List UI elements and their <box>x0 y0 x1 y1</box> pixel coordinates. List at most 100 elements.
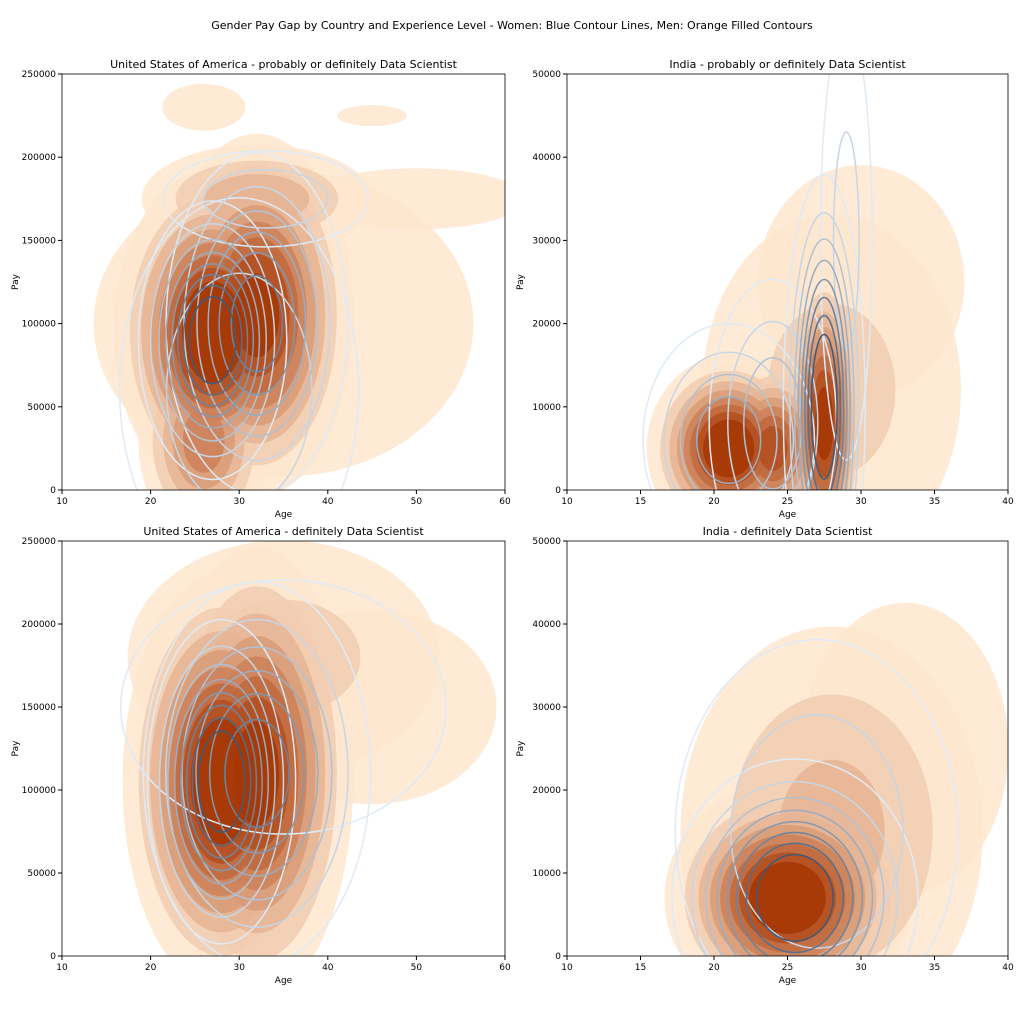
women-density-contour <box>679 373 778 490</box>
men-density-contour <box>190 716 253 847</box>
y-tick-label: 200000 <box>22 620 57 630</box>
subplot-title: India - probably or definitely Data Scie… <box>669 58 906 71</box>
men-density-contour <box>749 861 826 934</box>
women-density-contour <box>171 263 255 418</box>
women-density-contour <box>755 853 834 942</box>
women-density-contour <box>716 809 874 956</box>
women-density-contour <box>191 717 252 847</box>
y-tick-label: 20000 <box>532 786 561 796</box>
x-tick-label: 40 <box>322 497 334 507</box>
x-axis-label: Age <box>779 976 797 986</box>
women-density-contour <box>736 831 854 956</box>
women-density-contour <box>696 395 762 485</box>
x-axis-label: Age <box>275 510 293 520</box>
x-tick-label: 25 <box>782 963 793 973</box>
x-tick-label: 30 <box>855 497 867 507</box>
x-tick-label: 35 <box>929 497 940 507</box>
women-density-contour <box>730 714 904 949</box>
axes-frame <box>61 73 506 491</box>
women-density-contour <box>188 296 237 385</box>
x-tick-label: 20 <box>145 963 157 973</box>
y-tick-label: 150000 <box>22 703 57 713</box>
y-tick-label: 50000 <box>27 869 56 879</box>
women-density-contour <box>642 322 816 490</box>
x-tick-label: 10 <box>561 963 573 973</box>
women-density-contour <box>663 351 795 490</box>
y-axis-label: Pay <box>516 273 526 290</box>
women-density-contour <box>793 238 855 490</box>
y-tick-label: 250000 <box>22 537 57 547</box>
y-tick-label: 50000 <box>532 537 561 547</box>
women-density-contour <box>118 197 360 490</box>
women-density-contour <box>727 320 819 490</box>
women-density-contour <box>165 618 349 928</box>
women-density-contour <box>158 645 285 918</box>
women-density-contour <box>810 333 838 480</box>
y-tick-label: 20000 <box>532 320 561 330</box>
x-tick-label: 30 <box>233 497 245 507</box>
women-density-contour <box>674 638 960 956</box>
y-tick-label: 50000 <box>532 70 561 80</box>
plot-area <box>642 74 965 490</box>
women-density-contour <box>207 231 307 416</box>
y-tick-label: 0 <box>555 486 561 496</box>
y-tick-label: 100000 <box>22 786 57 796</box>
y-axis-label: Pay <box>516 740 526 757</box>
y-tick-label: 30000 <box>532 703 561 713</box>
x-tick-label: 20 <box>708 497 720 507</box>
x-tick-label: 40 <box>1002 497 1014 507</box>
women-density-contour <box>832 131 860 350</box>
women-density-contour <box>224 718 290 829</box>
women-density-contour <box>146 618 297 945</box>
women-density-contour <box>208 692 305 854</box>
women-density-contour <box>173 678 270 885</box>
men-density-contour <box>337 105 407 127</box>
women-density-contour <box>167 663 276 900</box>
figure-title: Gender Pay Gap by Country and Experience… <box>211 19 813 32</box>
x-tick-label: 35 <box>929 963 940 973</box>
women-density-contour <box>158 238 267 442</box>
women-density-contour <box>801 278 848 490</box>
women-density-contour <box>137 200 288 481</box>
women-density-contour <box>705 796 885 956</box>
women-density-contour <box>230 274 284 373</box>
women-density-contour <box>120 579 447 835</box>
women-density-contour <box>180 692 263 872</box>
women-density-contour <box>185 704 258 859</box>
women-density-contour <box>176 273 249 407</box>
y-tick-label: 10000 <box>532 403 561 413</box>
y-tick-label: 200000 <box>22 153 57 163</box>
women-density-contour <box>149 223 276 458</box>
x-tick-label: 30 <box>233 963 245 973</box>
x-tick-label: 40 <box>322 963 334 973</box>
y-tick-label: 0 <box>50 486 56 496</box>
women-density-contour <box>197 730 246 833</box>
plot-area <box>664 602 1008 956</box>
women-density-contour <box>165 251 261 429</box>
women-density-contour <box>807 314 842 490</box>
women-density-contour <box>181 646 333 901</box>
x-tick-label: 25 <box>782 497 793 507</box>
y-tick-label: 250000 <box>22 70 57 80</box>
y-tick-label: 40000 <box>532 153 561 163</box>
y-tick-label: 50000 <box>27 403 56 413</box>
x-axis-label: Age <box>779 510 797 520</box>
y-tick-label: 150000 <box>22 236 57 246</box>
x-tick-label: 10 <box>56 963 68 973</box>
women-density-contour <box>726 820 864 956</box>
women-density-contour <box>745 842 845 954</box>
x-tick-label: 30 <box>855 963 867 973</box>
x-tick-label: 15 <box>635 963 646 973</box>
women-density-contour <box>804 296 845 490</box>
subplot-1: 10 20 30 40 50 60 0 50000 100000 150000 200000 2500… <box>11 58 511 520</box>
subplot-title: United States of America - definitely Da… <box>143 525 424 538</box>
y-axis-label: Pay <box>11 740 21 757</box>
women-density-contour <box>195 669 319 877</box>
x-tick-label: 50 <box>411 963 423 973</box>
women-density-contour <box>797 259 851 490</box>
women-density-contour <box>202 168 329 229</box>
subplot-4: 10 15 20 25 30 35 40 0 10000 20000 30000 40000 50000… <box>516 525 1014 986</box>
women-density-contour <box>789 212 860 490</box>
